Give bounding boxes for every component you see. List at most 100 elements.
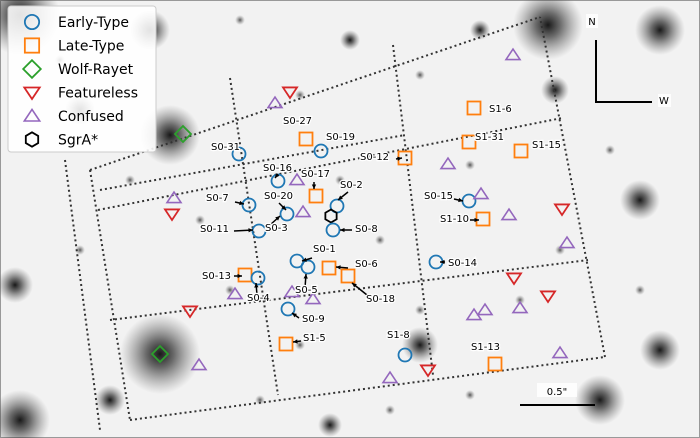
early-star-marker [325, 222, 341, 238]
legend-entry: SgrA* [24, 131, 98, 149]
late-star-marker [278, 336, 294, 352]
faint-star [125, 175, 135, 185]
field-grid [64, 16, 606, 431]
label-arrow-head [239, 200, 244, 206]
label-arrow-head [275, 216, 280, 221]
star-label: S1-10 [440, 214, 469, 225]
triangle-up-legend-icon [22, 108, 42, 122]
label-arrow-head [458, 197, 463, 203]
compass-north-label: N [588, 17, 595, 28]
conf-star-marker [266, 95, 284, 109]
star-label: S0-19 [326, 132, 355, 143]
star-label: S0-3 [265, 223, 288, 234]
conf-star-marker [500, 207, 518, 221]
legend-label: Early-Type [58, 15, 129, 31]
conf-star-marker [304, 291, 322, 305]
conf-star-marker [504, 47, 522, 61]
label-arrow-head [474, 217, 479, 223]
legend-entry: Confused [22, 108, 124, 125]
faint-star [515, 295, 525, 305]
faint-star [235, 15, 245, 25]
square-legend-icon [23, 37, 41, 54]
late-star-marker [321, 260, 337, 276]
field-outline-line [392, 44, 434, 376]
wr-star-marker [173, 124, 193, 144]
faint-star [75, 245, 85, 255]
faint-star [295, 90, 305, 100]
star-label: S0-20 [264, 191, 293, 202]
legend-entry: Late-Type [23, 37, 124, 55]
feat-star-marker [281, 86, 299, 100]
bright-star-glow [95, 385, 125, 415]
label-arrow-head [248, 228, 253, 233]
early-star-marker [250, 270, 266, 286]
legend-label: SgrA* [58, 133, 98, 149]
bright-star-glow [0, 267, 33, 303]
legend-label: Featureless [58, 86, 138, 102]
conf-star-marker [226, 286, 244, 300]
label-arrow-head [440, 259, 445, 265]
faint-star [255, 395, 265, 405]
bright-star-glow [575, 375, 625, 425]
star-label: S0-11 [200, 224, 229, 235]
feat-star-marker [539, 290, 557, 304]
early-star-marker [231, 146, 247, 162]
conf-star-marker [165, 190, 183, 204]
star-label: S1-5 [303, 333, 326, 344]
feat-star-marker [163, 208, 181, 222]
legend-label: Late-Type [58, 39, 124, 55]
field-outline-line [229, 77, 279, 396]
conf-star-marker [472, 186, 490, 200]
scale-bar-label: 0.5" [547, 387, 568, 398]
feat-star-marker [505, 272, 523, 286]
triangle-down-legend-icon [22, 86, 42, 101]
late-star-marker [308, 188, 324, 204]
feat-star-marker [419, 364, 437, 378]
conf-star-marker [558, 235, 576, 249]
late-star-marker [487, 356, 503, 372]
conf-star-marker [511, 300, 529, 314]
legend-entry: Early-Type [23, 13, 129, 31]
faint-star [635, 285, 645, 295]
late-star-marker [298, 131, 314, 147]
early-star-marker [280, 301, 296, 317]
conf-star-marker [476, 302, 494, 316]
label-arrow-head [311, 184, 317, 189]
conf-star-marker [381, 370, 399, 384]
label-arrow-head [293, 339, 298, 344]
stellar-markers [150, 47, 576, 384]
wr-star-marker [150, 344, 170, 364]
star-label: S0-16 [263, 163, 292, 174]
bright-star-glow [470, 20, 490, 40]
bright-star-glow [640, 330, 680, 370]
sgra-star-marker [324, 208, 338, 224]
star-label: S0-13 [202, 271, 231, 282]
bright-star-glow [318, 413, 342, 437]
star-label: S0-12 [360, 152, 389, 163]
conf-star-marker [288, 172, 306, 186]
late-star-marker [461, 134, 477, 150]
label-arrow-head [336, 265, 341, 270]
star-label: S0-5 [295, 285, 318, 296]
star-label: S1-6 [489, 104, 512, 115]
diamond-legend-icon [21, 58, 43, 80]
early-star-marker [251, 223, 267, 239]
star-label: S1-15 [532, 140, 561, 151]
field-outline-line [89, 16, 541, 171]
legend-label: Confused [58, 109, 124, 125]
scale-bar: 0.5" [520, 383, 595, 406]
faint-star [335, 175, 345, 185]
star-label: S0-15 [424, 191, 453, 202]
early-star-marker [241, 197, 257, 213]
star-labels: S0-31 S0-27 S0-19 S0-16 S0-17 S0-2 S0-7 S0-20 S0… [199, 103, 563, 355]
label-arrow-head [281, 205, 286, 210]
star-label: S0-8 [355, 224, 378, 235]
star-label: S0-17 [301, 169, 330, 180]
conf-star-marker [190, 357, 208, 371]
legend-entry: Featureless [22, 86, 138, 102]
label-arrow-head [302, 257, 307, 262]
bright-star-glow [620, 180, 660, 220]
star-label: S0-18 [366, 294, 395, 305]
conf-star-marker [551, 345, 569, 359]
